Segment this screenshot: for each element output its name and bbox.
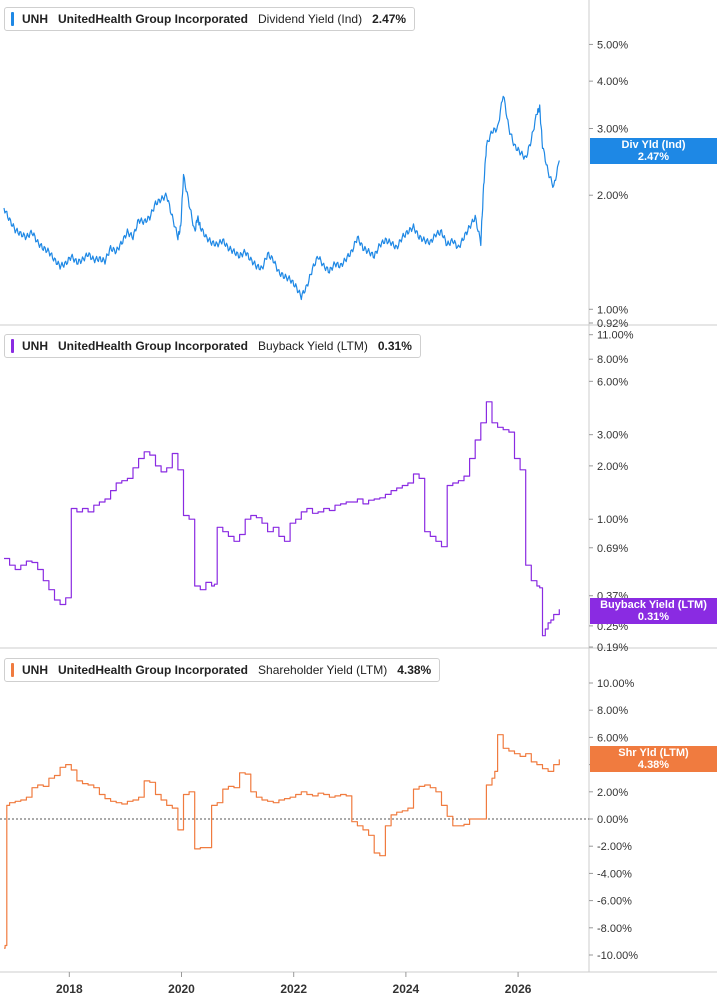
y-tick-label: 1.00% bbox=[597, 304, 628, 316]
legend-value: 4.38% bbox=[397, 663, 432, 677]
y-tick-label: -2.00% bbox=[597, 841, 632, 853]
y-tick-label: -4.00% bbox=[597, 868, 632, 880]
y-tick-label: 0.19% bbox=[597, 642, 628, 654]
series-layer bbox=[3, 95, 560, 949]
legend-ticker: UNH bbox=[22, 339, 48, 353]
y-tick-label: 4.00% bbox=[597, 76, 628, 88]
y-tick-label: 8.00% bbox=[597, 705, 628, 717]
y-tick-label: 3.00% bbox=[597, 430, 628, 442]
tag-value: 4.38% bbox=[637, 759, 670, 771]
legend-color-bar bbox=[11, 12, 14, 26]
tag-name: Shr Yld (LTM) bbox=[618, 747, 689, 759]
tag-value: 2.47% bbox=[637, 151, 670, 163]
y-tick-label: -6.00% bbox=[597, 896, 632, 908]
ticks-layer: 5.00% 4.00% 3.00% 2.00% 1.00% 0.92%11.00% 8.00… bbox=[56, 39, 638, 996]
tag-name: Buyback Yield (LTM) bbox=[600, 599, 707, 611]
legend-metric: Shareholder Yield (LTM) bbox=[258, 663, 388, 677]
shareholder-yield-line bbox=[4, 734, 560, 949]
dividend-yield-line bbox=[3, 95, 560, 301]
tag-shareholder: Shr Yld (LTM) 4.38% bbox=[590, 746, 717, 772]
legend-company: UnitedHealth Group Incorporated bbox=[58, 663, 249, 677]
y-tick-label: 0.69% bbox=[597, 543, 628, 555]
x-tick-label: 2024 bbox=[393, 982, 420, 996]
y-tick-label: 8.00% bbox=[597, 354, 628, 366]
buyback-yield-line bbox=[4, 401, 560, 637]
y-tick-label: -10.00% bbox=[597, 950, 638, 962]
y-tick-label: 11.00% bbox=[597, 330, 634, 342]
legend-color-bar bbox=[11, 339, 14, 353]
legend-dividend[interactable]: UNH UnitedHealth Group Incorporated Divi… bbox=[4, 7, 416, 31]
y-tick-label: 1.00% bbox=[597, 514, 628, 526]
y-tick-label: 2.00% bbox=[597, 190, 628, 202]
y-tick-label: 2.00% bbox=[597, 461, 628, 473]
tag-value: 0.31% bbox=[637, 611, 670, 623]
legend-company: UnitedHealth Group Incorporated bbox=[58, 339, 249, 353]
axes-layer bbox=[0, 0, 717, 973]
y-tick-label: 6.00% bbox=[597, 376, 628, 388]
x-tick-label: 2020 bbox=[168, 982, 195, 996]
x-tick-label: 2018 bbox=[56, 982, 83, 996]
legend-buyback[interactable]: UNH UnitedHealth Group Incorporated Buyb… bbox=[4, 334, 421, 358]
tag-name: Div Yld (Ind) bbox=[621, 139, 686, 151]
y-tick-label: 10.00% bbox=[597, 678, 635, 690]
tag-dividend: Div Yld (Ind) 2.47% bbox=[590, 138, 717, 164]
legend-color-bar bbox=[11, 663, 14, 677]
tag-buyback: Buyback Yield (LTM) 0.31% bbox=[590, 598, 717, 624]
legend-value: 0.31% bbox=[377, 339, 412, 353]
y-tick-label: 5.00% bbox=[597, 39, 628, 51]
legend-metric: Buyback Yield (LTM) bbox=[258, 339, 368, 353]
legend-ticker: UNH bbox=[22, 663, 48, 677]
y-tick-label: -8.00% bbox=[597, 923, 632, 935]
legend-company: UnitedHealth Group Incorporated bbox=[58, 12, 249, 26]
legend-ticker: UNH bbox=[22, 12, 48, 26]
y-tick-label: 3.00% bbox=[597, 123, 628, 135]
y-tick-label: 0.00% bbox=[597, 814, 628, 826]
legend-metric: Dividend Yield (Ind) bbox=[258, 12, 363, 26]
legend-shareholder[interactable]: UNH UnitedHealth Group Incorporated Shar… bbox=[4, 658, 441, 682]
legend-value: 2.47% bbox=[372, 12, 407, 26]
y-tick-label: 2.00% bbox=[597, 787, 628, 799]
x-tick-label: 2022 bbox=[280, 982, 307, 996]
y-tick-label: 6.00% bbox=[597, 732, 628, 744]
y-tick-label: 0.92% bbox=[597, 318, 628, 330]
x-tick-label: 2026 bbox=[505, 982, 532, 996]
